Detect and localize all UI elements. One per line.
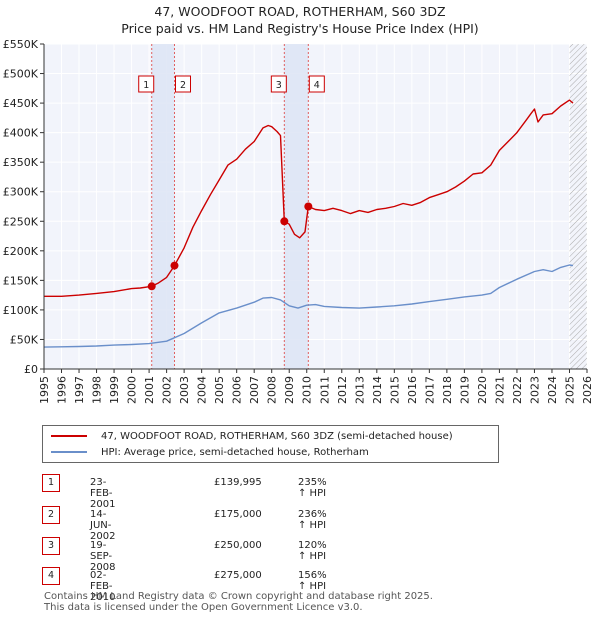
y-tick-label: £500K	[3, 68, 39, 81]
x-tick-label: 2010	[301, 376, 314, 404]
x-tick-label: 1997	[73, 376, 86, 404]
y-tick-label: £400K	[3, 127, 39, 140]
x-tick-label: 2019	[458, 376, 471, 404]
transaction-price: £175,000	[214, 509, 262, 520]
legend-item-property: 47, WOODFOOT ROAD, ROTHERHAM, S60 3DZ (s…	[51, 428, 453, 444]
y-tick-label: £200K	[3, 245, 39, 258]
transaction-number-badge: 3	[42, 537, 60, 555]
x-tick-label: 2009	[283, 376, 296, 404]
footer-line-licence: This data is licensed under the Open Gov…	[44, 602, 363, 613]
chart-subtitle: Price paid vs. HM Land Registry's House …	[121, 21, 479, 36]
y-tick-label: £0	[24, 363, 38, 376]
x-tick-label: 2025	[563, 376, 576, 404]
transaction-price: £275,000	[214, 570, 262, 581]
legend-label-hpi: HPI: Average price, semi-detached house,…	[101, 446, 369, 458]
sale-marker	[304, 202, 313, 211]
legend: 47, WOODFOOT ROAD, ROTHERHAM, S60 3DZ (s…	[42, 425, 499, 463]
sale-label-box	[138, 75, 155, 93]
x-tick-label: 1995	[38, 376, 51, 404]
transaction-date: 19-SEP-2008	[90, 540, 116, 573]
transaction-hpi: 235% ↑ HPI	[298, 477, 327, 499]
hpi-line	[43, 264, 574, 348]
sale-label-box	[270, 75, 287, 93]
transaction-hpi: 120% ↑ HPI	[298, 540, 327, 562]
sale-marker	[170, 261, 179, 270]
property-price-line	[44, 99, 574, 297]
sale-label-number: 4	[314, 80, 320, 91]
sale-period-shade	[284, 44, 309, 369]
x-tick-label: 2017	[423, 376, 436, 404]
x-tick-label: 2006	[231, 376, 244, 404]
price-chart: 1 2 3 4 1995 1996 1997 1998 1999 2000 2001 2002 200…	[3, 38, 594, 404]
forecast-hatch	[569, 44, 587, 369]
x-tick-label: 1998	[91, 376, 104, 404]
x-tick-label: 2001	[143, 376, 156, 404]
x-tick-label: 2008	[266, 376, 279, 404]
x-tick-label: 2023	[528, 376, 541, 404]
transaction-date: 14-JUN-2002	[90, 509, 116, 542]
y-tick-label: £450K	[3, 97, 39, 110]
sale-label-box	[308, 75, 325, 93]
x-tick-label: 2020	[476, 376, 489, 404]
sale-period-shade	[151, 44, 175, 369]
legend-swatch-property	[51, 435, 87, 437]
x-tick-label: 2026	[581, 376, 594, 404]
x-tick-label: 2007	[248, 376, 261, 404]
x-tick-label: 2015	[388, 376, 401, 404]
x-tick-label: 1996	[56, 376, 69, 404]
x-tick-label: 2014	[371, 376, 384, 404]
legend-label-property: 47, WOODFOOT ROAD, ROTHERHAM, S60 3DZ (s…	[101, 430, 453, 442]
x-tick-label: 2005	[213, 376, 226, 404]
x-tick-label: 2021	[493, 376, 506, 404]
footer-attribution: Contains HM Land Registry data © Crown c…	[44, 591, 433, 613]
x-tick-label: 2003	[178, 376, 191, 404]
y-tick-label: £300K	[3, 186, 39, 199]
transaction-price: £250,000	[214, 540, 262, 551]
transaction-number-badge: 4	[42, 567, 60, 585]
x-tick-label: 2024	[546, 376, 559, 404]
plot-area	[44, 44, 587, 369]
x-tick-label: 2022	[511, 376, 524, 404]
y-tick-label: £150K	[3, 274, 39, 287]
transaction-hpi: 156% ↑ HPI	[298, 570, 327, 592]
legend-swatch-hpi	[51, 451, 87, 453]
sale-label-number: 1	[143, 80, 149, 91]
x-tick-label: 2002	[161, 376, 174, 404]
sale-label-number: 3	[276, 80, 282, 91]
x-tick-label: 2000	[126, 376, 139, 404]
x-tick-label: 2016	[406, 376, 419, 404]
transaction-date: 23-FEB-2001	[90, 477, 116, 510]
sale-marker	[147, 282, 156, 291]
sale-label-number: 2	[180, 80, 186, 91]
y-tick-label: £350K	[3, 156, 39, 169]
x-tick-label: 2013	[353, 376, 366, 404]
y-tick-label: £50K	[10, 333, 39, 346]
transaction-date: 02-FEB-2010	[90, 570, 116, 603]
sale-marker	[280, 217, 289, 226]
transaction-number-badge: 1	[42, 474, 60, 492]
transaction-price: £139,995	[214, 477, 262, 488]
x-tick-label: 2004	[196, 376, 209, 404]
legend-item-hpi: HPI: Average price, semi-detached house,…	[51, 444, 369, 460]
y-tick-label: £250K	[3, 215, 39, 228]
footer-line-copyright: Contains HM Land Registry data © Crown c…	[44, 591, 433, 602]
x-tick-label: 2012	[336, 376, 349, 404]
chart-title: 47, WOODFOOT ROAD, ROTHERHAM, S60 3DZ	[154, 4, 446, 19]
x-tick-label: 2018	[441, 376, 454, 404]
transaction-number-badge: 2	[42, 506, 60, 524]
sale-label-box	[174, 75, 191, 93]
x-tick-label: 1999	[108, 376, 121, 404]
y-tick-label: £100K	[3, 304, 39, 317]
x-tick-label: 2011	[318, 376, 331, 404]
transaction-hpi: 236% ↑ HPI	[298, 509, 327, 531]
y-tick-label: £550K	[3, 38, 39, 51]
